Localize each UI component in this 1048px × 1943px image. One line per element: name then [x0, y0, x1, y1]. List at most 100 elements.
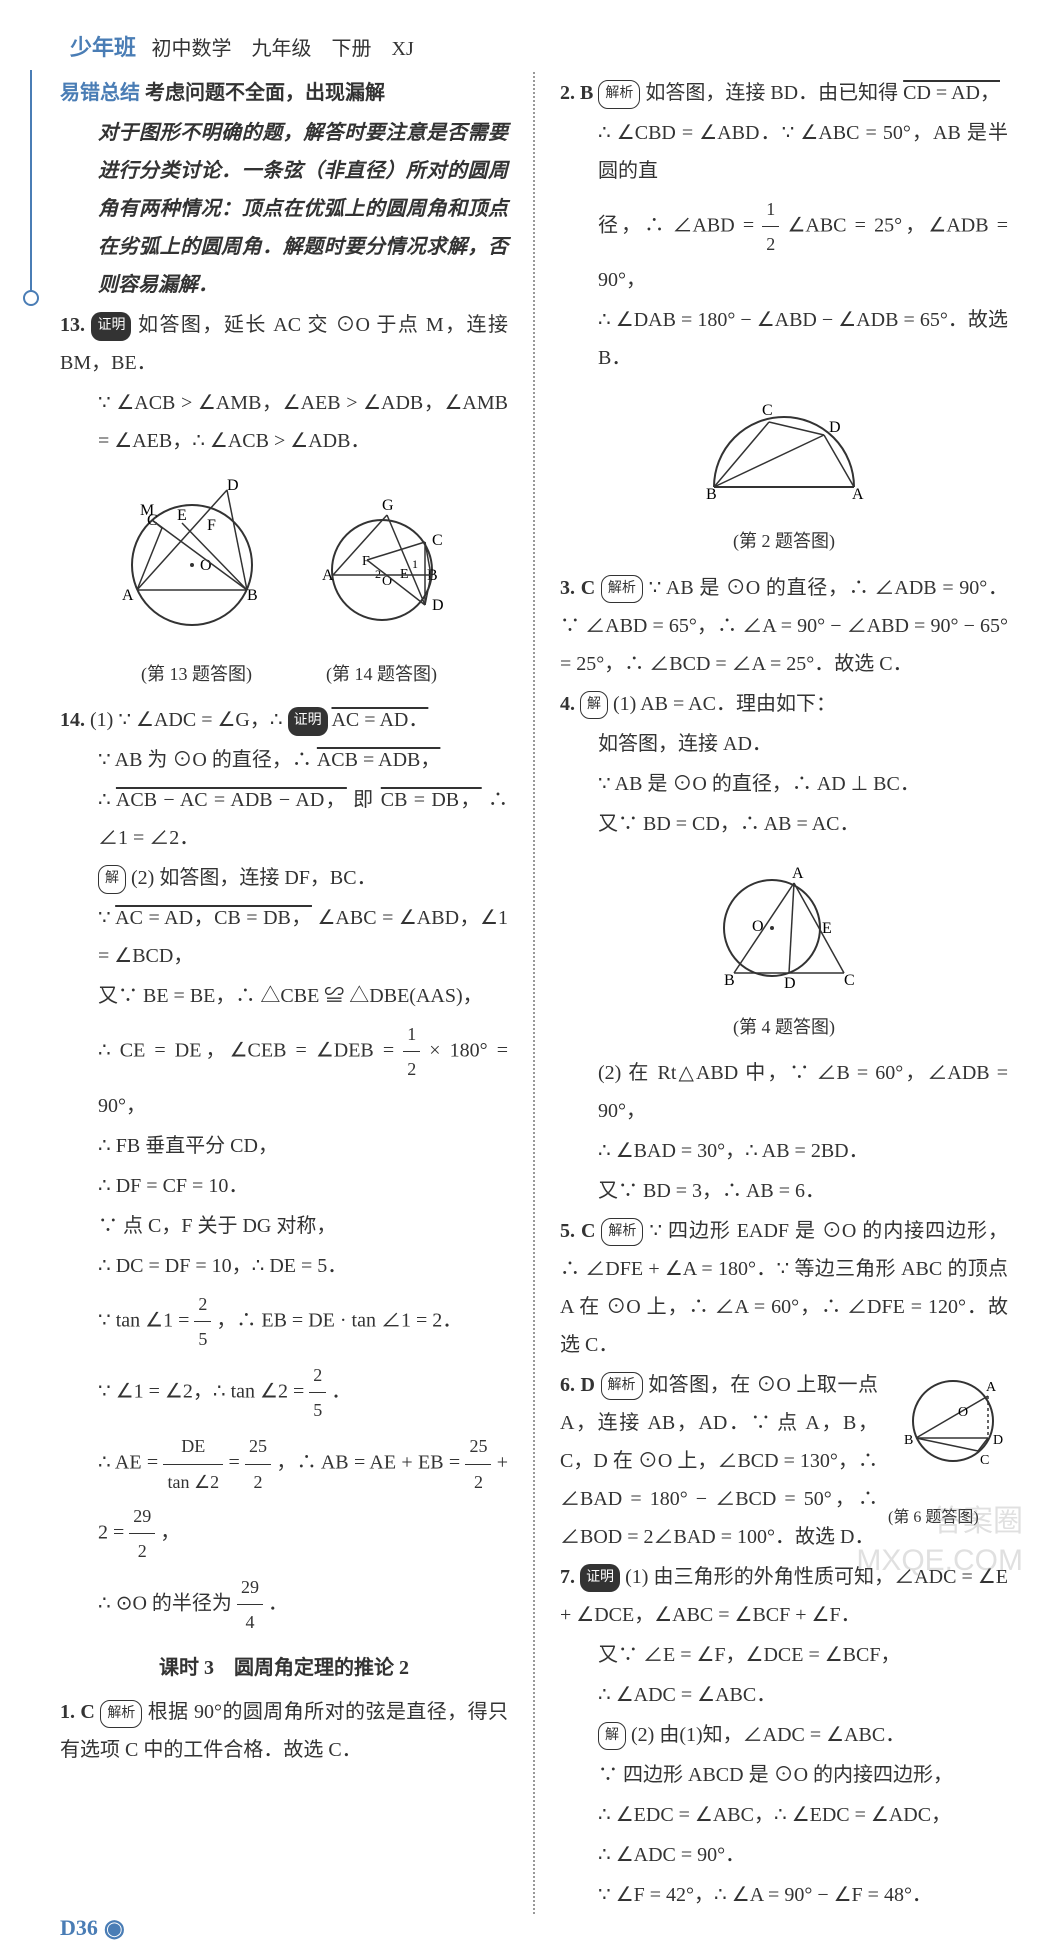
p5-num: 5. C [560, 1220, 595, 1242]
p13-tag: 证明 [91, 312, 131, 341]
p4-1-tag: 解 [580, 691, 608, 720]
fig2-C: C [762, 402, 773, 419]
p4-2a: (2) 在 Rt△ABD 中，∵ ∠B = 60°，∠ADB = 90°， [560, 1054, 1008, 1130]
p14-2a: 解 (2) 如答图，连接 DF，BC． [60, 859, 508, 897]
summary-block: 易错总结 考虑问题不全面，出现漏解 [60, 74, 508, 112]
fig2: B A C D (第 2 题答图) [560, 387, 1008, 558]
fig14-G: G [382, 497, 394, 514]
fig14-D: D [432, 597, 444, 614]
p1-tag: 解析 [100, 1700, 142, 1729]
fig14-C: C [432, 532, 443, 549]
section3-title: 课时 3 圆周角定理的推论 2 [60, 1649, 508, 1687]
fig4-E: E [822, 920, 832, 937]
page: 少年班 初中数学 九年级 下册 XJ 易错总结 考虑问题不全面，出现漏解 对于图… [0, 0, 1048, 1600]
summary-body: 对于图形不明确的题，解答时要注意是否需要进行分类讨论．一条弦（非直径）所对的圆周… [60, 114, 508, 304]
header-subtitle: 初中数学 九年级 下册 XJ [152, 38, 414, 60]
p2c: 径，∴ ∠ABD = 12 ∠ABC = 25°，∠ADB = 90°， [560, 192, 1008, 299]
fig4-C: C [844, 972, 855, 989]
p14-2c: 又∵ BE = BE，∴ △CBE ≌ △DBE(AAS)， [60, 977, 508, 1015]
p4-1: 4. 解 (1) AB = AC．理由如下： [560, 685, 1008, 723]
left-rule [30, 70, 32, 300]
fig13-E: E [177, 507, 187, 524]
watermark-line2: MXQE.COM [856, 1541, 1023, 1580]
p14-2j: ∵ ∠1 = ∠2，∴ tan ∠2 = 25 ． [60, 1358, 508, 1427]
left-rule-dot [23, 290, 39, 306]
fig14-A: A [322, 567, 334, 584]
column-divider [533, 72, 535, 1914]
p1: 1. C 解析 根据 90°的圆周角所对的弦是直径，得只有选项 C 中的工件合格… [60, 1693, 508, 1769]
fig13-D: D [227, 477, 239, 494]
p14-2e: ∴ FB 垂直平分 CD， [60, 1127, 508, 1165]
p7-2b: ∵ 四边形 ABCD 是 ⊙O 的内接四边形， [560, 1756, 1008, 1794]
right-column: 2. B 解析 如答图，连接 BD．由已知得 CD = AD， ∴ ∠CBD =… [560, 72, 1008, 1914]
p7-num: 7. [560, 1566, 575, 1588]
p14-1a: (1) ∵ ∠ADC = ∠G，∴ 证明 AC = AD． [90, 709, 428, 731]
fig6-D: D [993, 1433, 1003, 1448]
p14-2-tag: 解 [98, 865, 126, 894]
fig13-B: B [247, 587, 258, 604]
fig13-A: A [122, 587, 134, 604]
p2: 2. B 解析 如答图，连接 BD．由已知得 CD = AD， [560, 74, 1008, 112]
fig6-B: B [904, 1433, 913, 1448]
p4-2c: 又∵ BD = 3，∴ AB = 6． [560, 1172, 1008, 1210]
summary-label: 易错总结 [60, 82, 140, 104]
p13: 13. 证明 如答图，延长 AC 交 ⊙O 于点 M，连接 BM，BE． [60, 306, 508, 382]
fig2-caption: (第 2 题答图) [560, 524, 1008, 558]
summary-title: 考虑问题不全面，出现漏解 [145, 82, 385, 104]
fig6-A: A [986, 1380, 997, 1395]
fig13-caption: (第 13 题答图) [102, 657, 292, 691]
p14-2d: ∴ CE = DE，∠CEB = ∠DEB = 12 × 180° = 90°， [60, 1017, 508, 1124]
p4-1d: 又∵ BD = CD，∴ AB = AC． [560, 805, 1008, 843]
fig14-caption: (第 14 题答图) [297, 657, 467, 691]
left-column: 易错总结 考虑问题不全面，出现漏解 对于图形不明确的题，解答时要注意是否需要进行… [60, 72, 508, 1914]
p6-num: 6. D [560, 1374, 595, 1396]
p14-2i: ∵ tan ∠1 = 25 ，∴ EB = DE · tan ∠1 = 2． [60, 1287, 508, 1356]
p14-1: 14. (1) ∵ ∠ADC = ∠G，∴ 证明 AC = AD． [60, 701, 508, 739]
p14-2k: ∴ AE = DEtan ∠2 = 252 ，∴ AB = AE + EB = … [60, 1429, 508, 1568]
fig14-1: 1 [412, 557, 418, 571]
p7-2d: ∴ ∠ADC = 90°． [560, 1836, 1008, 1874]
p2-num: 2. B [560, 82, 593, 104]
page-number: D36 [60, 1915, 98, 1941]
fig13-diagram: O A B C D E F M [102, 470, 292, 691]
fig4-D: D [784, 975, 796, 992]
p14-1c: ∴ ACB − AC = ADB − AD， 即 CB = DB， ∴ ∠1 =… [60, 781, 508, 857]
p14-1b: ∵ AB 为 ⊙O 的直径，∴ ACB = ADB， [60, 741, 508, 779]
fig2-B: B [706, 486, 717, 503]
p7-2e: ∵ ∠F = 42°，∴ ∠A = 90° − ∠F = 48°． [560, 1876, 1008, 1914]
page-header: 少年班 初中数学 九年级 下册 XJ [70, 30, 1008, 62]
p3: 3. C 解析 ∵ AB 是 ⊙O 的直径，∴ ∠ADB = 90°．∵ ∠AB… [560, 569, 1008, 683]
p14-2h: ∴ DC = DF = 10，∴ DE = 5． [60, 1247, 508, 1285]
p2b: ∴ ∠CBD = ∠ABD．∵ ∠ABC = 50°，AB 是半圆的直 [560, 114, 1008, 190]
p14-num: 14. [60, 709, 85, 731]
fig4-O: O [752, 918, 764, 935]
page-footer: D36 ◉ [60, 1914, 1008, 1943]
content-columns: 易错总结 考虑问题不全面，出现漏解 对于图形不明确的题，解答时要注意是否需要进行… [60, 72, 1008, 1914]
p3-tag: 解析 [601, 575, 643, 604]
footer-dot-icon: ◉ [104, 1914, 125, 1943]
brand-title: 少年班 [70, 35, 136, 60]
p4-1b: 如答图，连接 AD． [560, 725, 1008, 763]
p7-2a: 解 (2) 由(1)知，∠ADC = ∠ABC． [560, 1716, 1008, 1754]
fig6-C: C [980, 1453, 989, 1468]
p13-num: 13. [60, 314, 85, 336]
p13-b: ∵ ∠ACB > ∠AMB，∠AEB > ∠ADB，∠AMB = ∠AEB，∴ … [60, 384, 508, 460]
p7-2c: ∴ ∠EDC = ∠ABC，∴ ∠EDC = ∠ADC， [560, 1796, 1008, 1834]
p5: 5. C 解析 ∵ 四边形 EADF 是 ⊙O 的内接四边形，∴ ∠DFE + … [560, 1212, 1008, 1364]
fig13-F: F [207, 517, 216, 534]
watermark: 答案圈 MXQE.COM [856, 1502, 1023, 1580]
p5-tag: 解析 [601, 1218, 643, 1247]
p7-1b: 又∵ ∠E = ∠F，∠DCE = ∠BCF， [560, 1636, 1008, 1674]
figs-13-14: O A B C D E F M [60, 470, 508, 691]
p4-1c: ∵ AB 是 ⊙O 的直径，∴ AD ⊥ BC． [560, 765, 1008, 803]
p14-1-tag: 证明 [288, 707, 328, 736]
p14-2l: ∴ ⊙O 的半径为 294 ． [60, 1570, 508, 1639]
p1-num: 1. C [60, 1701, 95, 1723]
p4-2b: ∴ ∠BAD = 30°，∴ AB = 2BD． [560, 1132, 1008, 1170]
p3-num: 3. C [560, 577, 595, 599]
fig14-diagram: G C D A B E F O 1 2 [297, 470, 467, 691]
p7-1-tag: 证明 [580, 1564, 620, 1593]
fig6-O: O [958, 1405, 968, 1420]
watermark-line1: 答案圈 [856, 1502, 1023, 1541]
fig4-A: A [792, 865, 804, 882]
